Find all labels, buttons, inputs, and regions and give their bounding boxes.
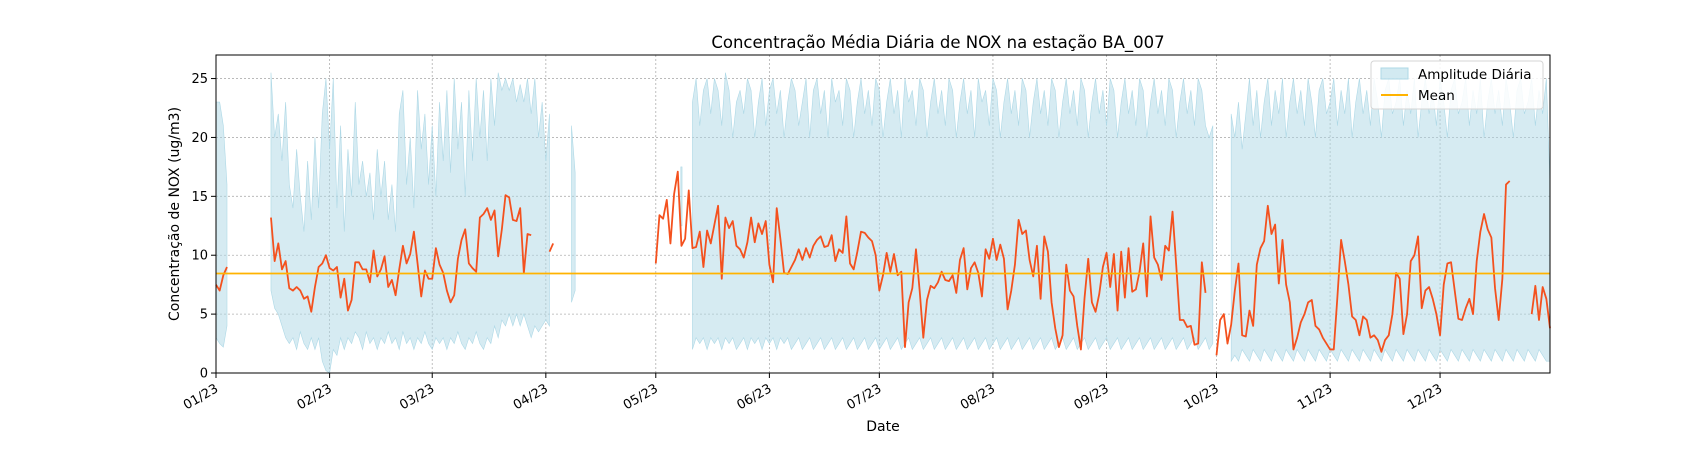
daily-line-segment: [215, 266, 228, 292]
legend-amplitude-swatch: [1380, 67, 1409, 80]
legend-box: [1370, 60, 1544, 110]
x-axis-label: Date: [866, 419, 899, 435]
amplitude-band-area: [680, 166, 683, 227]
amplitude-band-area: [215, 101, 228, 348]
daily-mean-series: [215, 170, 1551, 356]
y-tick-label: 25: [191, 72, 208, 87]
plot-area-frame: [215, 54, 1551, 374]
daily-line-segment: [1215, 180, 1511, 356]
y-axis-label: Concentração de NOX (ug/m3): [167, 107, 183, 321]
y-tick-label: 0: [200, 367, 208, 382]
daily-line-segment: [270, 194, 532, 313]
y-tick-label: 20: [191, 131, 208, 146]
legend-amplitude-label: Amplitude Diária: [1418, 67, 1531, 83]
amplitude-band-area: [571, 125, 576, 303]
chart-title: Concentração Média Diária de NOX na esta…: [711, 33, 1164, 53]
y-tick-label: 5: [200, 308, 208, 323]
y-tick-label: 15: [191, 190, 208, 205]
daily-line-segment: [654, 170, 1207, 351]
amplitude-band-area: [692, 72, 1214, 351]
y-axis-ticks: 0 5 10 15 20 25: [191, 72, 216, 382]
legend: Amplitude Diária Mean: [1370, 60, 1544, 110]
daily-line-segment: [548, 243, 554, 253]
daily-line-segment: [1530, 284, 1551, 329]
y-tick-label: 10: [191, 249, 208, 264]
legend-mean-label: Mean: [1418, 88, 1455, 104]
